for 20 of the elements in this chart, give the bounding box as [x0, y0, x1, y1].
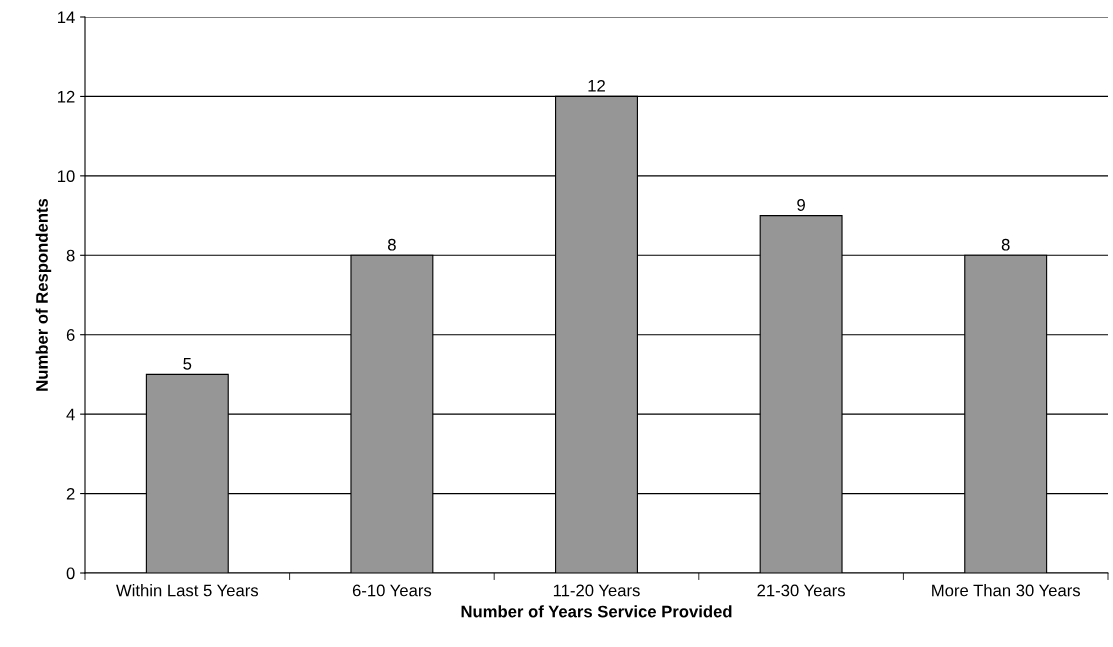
y-tick-label: 6	[66, 329, 75, 341]
y-tick-label: 4	[66, 408, 75, 421]
x-tick-label: Within Last 5 Years	[116, 584, 259, 597]
y-tick-label: 2	[66, 487, 75, 500]
data-label: 12	[588, 79, 605, 92]
y-tick-label: 0	[66, 567, 75, 580]
x-tick-label: More Than 30 Years	[932, 584, 1081, 597]
y-tick-label: 12	[58, 90, 75, 103]
data-label: 8	[1001, 238, 1010, 251]
data-label: 5	[183, 358, 192, 370]
x-tick-label: 6-10 Years	[352, 584, 432, 597]
data-label: 9	[797, 199, 805, 211]
y-axis-title: Number of Respondents	[35, 198, 52, 391]
x-axis-title: Number of Years Service Provided	[461, 605, 732, 618]
data-label: 8	[387, 238, 396, 251]
x-tick-label: 11-20 Years	[553, 584, 640, 597]
y-tick-label: 10	[58, 170, 75, 183]
y-tick-label: 8	[66, 249, 75, 262]
x-tick-label: 21-30 Years	[757, 584, 845, 597]
y-tick-label: 14	[58, 11, 75, 24]
